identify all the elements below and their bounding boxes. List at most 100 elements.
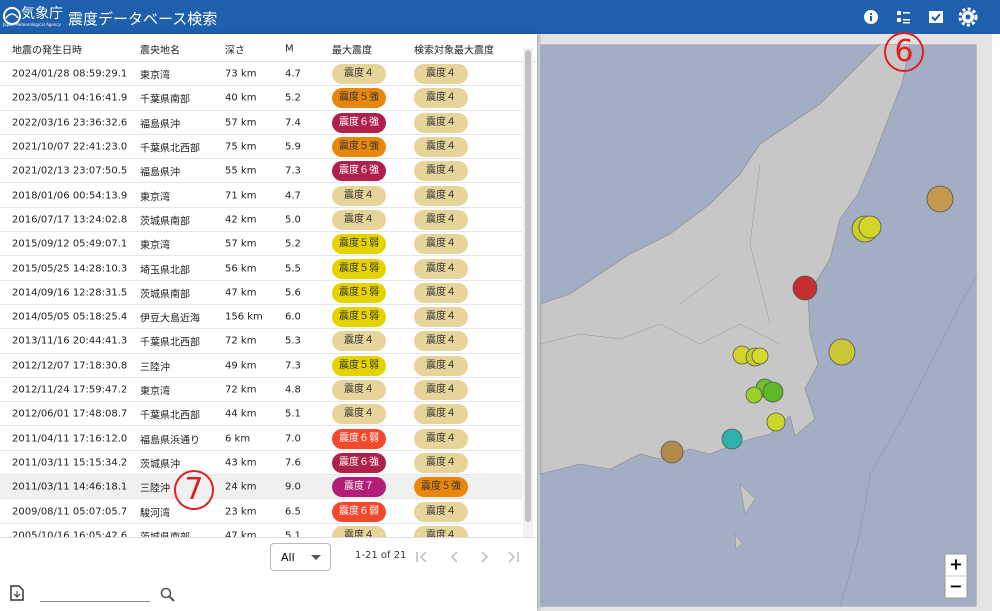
table-cell: 5.0	[285, 214, 301, 225]
table-row[interactable]: 2015/05/25 14:28:10.3埼玉県北部56 km5.5震度５弱震度…	[0, 256, 522, 280]
table-cell: 茨城県沖	[140, 455, 180, 470]
table-row[interactable]: 2009/08/11 05:07:05.7駿河湾23 km6.5震度６弱震度４	[0, 499, 522, 523]
table-row[interactable]: 2011/03/11 15:15:34.2茨城県沖43 km7.6震度６強震度４	[0, 451, 522, 475]
table-row[interactable]: 2011/04/11 17:16:12.0福島県浜通り6 km7.0震度６弱震度…	[0, 427, 522, 451]
zoom-out[interactable]: −	[949, 577, 962, 596]
intensity-badge: 震度６弱	[332, 429, 386, 449]
table-cell: 5.1	[285, 530, 301, 537]
intensity-badge: 震度４	[414, 429, 468, 449]
table-cell: 7.3	[285, 166, 301, 177]
intensity-badge: 震度５弱	[332, 356, 386, 376]
intensity-badge: 震度６弱	[332, 502, 386, 522]
table-row[interactable]: 2023/05/11 04:16:41.9千葉県南部40 km5.2震度５強震度…	[0, 86, 522, 110]
table-cell: 2016/07/17 13:24:02.8	[12, 214, 127, 225]
table-cell: 2013/11/16 20:44:41.3	[12, 336, 127, 347]
map[interactable]: + −	[540, 44, 977, 607]
intensity-badge: 震度４	[414, 64, 468, 84]
table-cell: 2009/08/11 05:07:05.7	[12, 506, 127, 517]
table-row[interactable]: 2016/07/17 13:24:02.8茨城県南部42 km5.0震度４震度４	[0, 208, 522, 232]
search-button[interactable]	[160, 587, 176, 603]
export-button[interactable]	[10, 585, 24, 601]
intensity-badge: 震度４	[414, 331, 468, 351]
table-cell: 2012/11/24 17:59:47.2	[12, 385, 127, 396]
table-cell: 5.2	[285, 239, 301, 250]
intensity-badge: 震度４	[332, 210, 386, 230]
app-title: 震度データベース検索	[68, 8, 217, 29]
search-input[interactable]	[40, 601, 150, 602]
zoom-control: + −	[945, 554, 967, 598]
intensity-badge: 震度４	[332, 526, 386, 537]
table-cell: 44 km	[225, 409, 256, 420]
table-cell: 49 km	[225, 360, 256, 371]
intensity-badge: 震度４	[414, 210, 468, 230]
table-cell: 9.0	[285, 482, 301, 493]
intensity-badge: 震度４	[414, 186, 468, 206]
table-cell: 2005/10/16 16:05:42.6	[12, 530, 127, 537]
table-cell: 47 km	[225, 287, 256, 298]
table-cell: 駿河湾	[140, 504, 170, 519]
table-row[interactable]: 2012/11/24 17:59:47.2東京湾72 km4.8震度４震度４	[0, 378, 522, 402]
intensity-badge: 震度６強	[332, 161, 386, 181]
intensity-badge: 震度４	[332, 404, 386, 424]
table-cell: 2012/12/07 17:18:30.8	[12, 360, 127, 371]
table-row[interactable]: 2022/03/16 23:36:32.6福島県沖57 km7.4震度６強震度４	[0, 111, 522, 135]
table-cell: 56 km	[225, 263, 256, 274]
column-header: 最大震度	[332, 42, 372, 57]
table-row[interactable]: 2011/03/11 14:46:18.1三陸沖24 km9.0震度７震度５強	[0, 475, 522, 499]
table-row[interactable]: 2021/10/07 22:41:23.0千葉県北西部75 km5.9震度５強震…	[0, 135, 522, 159]
table-cell: 2024/01/28 08:59:29.1	[12, 69, 127, 80]
table-row[interactable]: 2012/12/07 17:18:30.8三陸沖49 km7.3震度５弱震度４	[0, 354, 522, 378]
table-cell: 2018/01/06 00:54:13.9	[12, 190, 127, 201]
intensity-badge: 震度４	[414, 259, 468, 279]
table-cell: 2015/09/12 05:49:07.1	[12, 239, 127, 250]
table-row[interactable]: 2013/11/16 20:44:41.3千葉県北西部72 km5.3震度４震度…	[0, 329, 522, 353]
table-row[interactable]: 2012/06/01 17:48:08.7千葉県北西部44 km5.1震度４震度…	[0, 402, 522, 426]
scrollbar[interactable]	[523, 48, 533, 538]
table-row[interactable]: 2021/02/13 23:07:50.5福島県沖55 km7.3震度６強震度４	[0, 159, 522, 183]
table-cell: 47 km	[225, 530, 256, 537]
table-cell: 2022/03/16 23:36:32.6	[12, 117, 127, 128]
logo-text: 気象庁	[21, 3, 63, 23]
list-button[interactable]	[897, 11, 910, 24]
intensity-badge: 震度５弱	[332, 307, 386, 327]
info-button[interactable]	[864, 10, 878, 24]
table-cell: 2015/05/25 14:28:10.3	[12, 263, 127, 274]
zoom-in[interactable]: +	[949, 555, 962, 574]
check-button[interactable]	[929, 11, 943, 23]
intensity-badge: 震度４	[332, 186, 386, 206]
intensity-badge: 震度４	[414, 502, 468, 522]
column-header: 地震の発生日時	[12, 42, 82, 57]
table-cell: 7.6	[285, 457, 301, 468]
table-row[interactable]: 2005/10/16 16:05:42.6茨城県南部47 km5.1震度４震度４	[0, 524, 522, 537]
table-row[interactable]: 2014/05/05 05:18:25.4伊豆大島近海156 km6.0震度５弱…	[0, 305, 522, 329]
intensity-badge: 震度４	[414, 307, 468, 327]
table-cell: 東京湾	[140, 67, 170, 82]
table-row[interactable]: 2018/01/06 00:54:13.9東京湾71 km4.7震度４震度４	[0, 184, 522, 208]
table-cell: 千葉県北西部	[140, 140, 200, 155]
table-row[interactable]: 2014/09/16 12:28:31.5茨城県南部47 km5.6震度５弱震度…	[0, 281, 522, 305]
table-cell: 24 km	[225, 482, 256, 493]
intensity-badge: 震度４	[414, 283, 468, 303]
page-range: 1-21 of 21	[355, 550, 406, 561]
intensity-badge: 震度５強	[332, 88, 386, 108]
table-cell: 茨城県南部	[140, 212, 190, 227]
intensity-badge: 震度４	[414, 161, 468, 181]
table-row[interactable]: 2015/09/12 05:49:07.1東京湾57 km5.2震度５弱震度４	[0, 232, 522, 256]
table-body: 2024/01/28 08:59:29.1東京湾73 km4.7震度４震度４20…	[0, 62, 522, 537]
column-header: 深さ	[225, 42, 245, 57]
settings-button[interactable]	[960, 9, 976, 25]
column-header: 震央地名	[140, 42, 180, 57]
table-header: 地震の発生日時震央地名深さM最大震度検索対象最大震度	[0, 34, 537, 62]
table-row[interactable]: 2024/01/28 08:59:29.1東京湾73 km4.7震度４震度４	[0, 62, 522, 86]
table-cell: 茨城県南部	[140, 285, 190, 300]
table-cell: 71 km	[225, 190, 256, 201]
table-cell: 156 km	[225, 312, 263, 323]
table-cell: 75 km	[225, 142, 256, 153]
column-header: 検索対象最大震度	[414, 42, 494, 57]
intensity-badge: 震度５強	[414, 477, 468, 497]
table-cell: 40 km	[225, 93, 256, 104]
page-nav	[415, 549, 525, 565]
table-cell: 5.2	[285, 93, 301, 104]
table-cell: 茨城県南部	[140, 528, 190, 537]
page-size-select[interactable]: All	[270, 543, 331, 571]
